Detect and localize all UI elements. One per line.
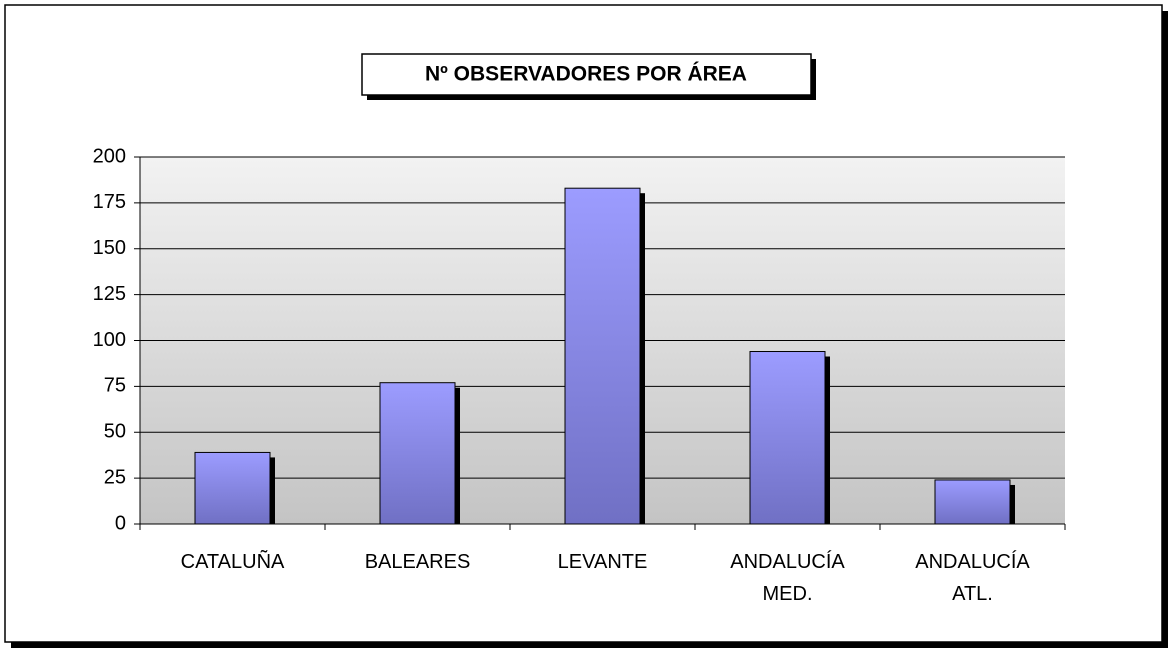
x-tick-label: BALEARES — [365, 551, 471, 573]
y-tick-label: 100 — [93, 329, 126, 351]
y-tick-label: 125 — [93, 283, 126, 305]
y-tick-label: 50 — [104, 421, 126, 443]
y-tick-label: 150 — [93, 237, 126, 259]
y-tick-label: 175 — [93, 191, 126, 213]
bar — [564, 187, 641, 525]
x-tick-label: CATALUÑA — [181, 549, 285, 573]
y-tick-label: 75 — [104, 375, 126, 397]
bar — [934, 479, 1011, 525]
y-tick-label: 200 — [93, 145, 126, 167]
bar — [749, 351, 826, 525]
x-tick-label: ANDALUCÍA ATL. — [915, 550, 1030, 605]
title-box — [361, 53, 812, 96]
chart-title: Nº OBSERVADORES POR ÁREA — [425, 63, 747, 86]
bar — [379, 382, 456, 525]
x-tick-label: LEVANTE — [558, 551, 648, 573]
bar — [194, 451, 271, 525]
x-tick-label: ANDALUCÍA MED. — [730, 550, 845, 605]
y-tick-label: 0 — [115, 512, 126, 534]
y-tick-label: 25 — [104, 466, 126, 488]
